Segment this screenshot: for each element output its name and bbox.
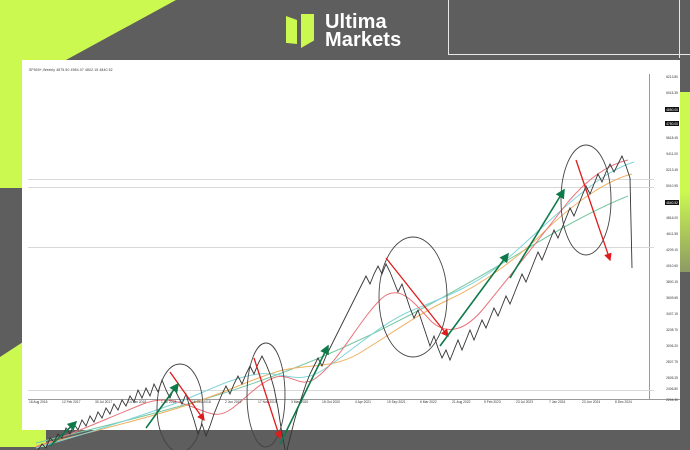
decor-outline	[448, 0, 690, 55]
y-tick: 3609.65	[666, 296, 678, 300]
price-tag[interactable]: 4750.00	[665, 121, 679, 127]
y-tick: 5411.00	[666, 152, 678, 156]
y-tick: 3407.15	[666, 312, 678, 316]
y-tick: 5010.95	[666, 184, 678, 188]
correction-zone-3-icon	[378, 236, 448, 358]
chart-title: SP500+,Weekly 4875.50 4984.07 4802.15 48…	[29, 68, 113, 72]
x-tick: 7 Jan 2024	[549, 400, 566, 404]
x-tick: 3 May 2020	[291, 400, 309, 404]
y-tick: 3208.70	[666, 328, 678, 332]
correction-zone-4-icon	[560, 144, 612, 256]
y-tick: 6213.80	[666, 75, 678, 79]
y-axis: 6213.80 6015.35 4850.00 4750.00 5618.45 …	[650, 74, 680, 406]
y-tick: 4816.00	[666, 216, 678, 220]
y-tick: 2406.80	[666, 387, 678, 391]
y-tick: 5213.45	[666, 168, 678, 172]
brand-name-line2: Markets	[325, 29, 402, 51]
y-tick: 4209.10	[666, 248, 678, 252]
price-tag-current[interactable]: 4840.52	[665, 200, 679, 206]
x-tick: 21 Aug 2022	[452, 400, 471, 404]
x-tick: 4 Apr 2021	[355, 400, 371, 404]
x-tick: 18 Oct 2020	[322, 400, 340, 404]
y-tick: 5618.45	[666, 136, 678, 140]
decor-outline-right	[678, 0, 680, 58]
x-tick: 14 Jan 2018	[128, 400, 147, 404]
y-tick: 3006.20	[666, 344, 678, 348]
x-tick: 30 Jul 2017	[95, 400, 113, 404]
y-tick: 3800.15	[666, 280, 678, 284]
x-tick: 19 Sep 2021	[387, 400, 406, 404]
x-tick: 17 Nov 2019	[258, 400, 277, 404]
x-tick: 6 Mar 2022	[420, 400, 437, 404]
x-tick: 16 Dec 2018	[192, 400, 211, 404]
x-tick: 5 Feb 2023	[484, 400, 501, 404]
y-tick: 6015.35	[666, 91, 678, 95]
y-tick: 2807.75	[666, 360, 678, 364]
x-tick: 16 Aug 2016	[29, 400, 48, 404]
x-tick: 2 Jun 2019	[225, 400, 242, 404]
y-axis-line	[649, 74, 650, 400]
x-axis-line	[28, 399, 680, 400]
x-tick: 23 Jul 2023	[516, 400, 534, 404]
y-tick: 2204.30	[666, 398, 678, 402]
brand-name: Ultima Markets	[325, 11, 402, 51]
correction-zone-1-icon	[156, 363, 204, 450]
chart-plot-area	[28, 78, 648, 450]
x-axis: 16 Aug 2016 12 Feb 2017 30 Jul 2017 14 J…	[22, 400, 680, 416]
x-tick: 12 Feb 2017	[62, 400, 81, 404]
price-tag[interactable]: 4850.00	[665, 107, 679, 113]
brand-logo: Ultima Markets	[286, 11, 402, 51]
y-tick: 2605.25	[666, 376, 678, 380]
y-tick: 4010.60	[666, 264, 678, 268]
chart-card: SP500+,Weekly 4875.50 4984.07 4802.15 48…	[22, 60, 680, 450]
y-tick: 4611.55	[666, 232, 678, 236]
brand-name-line1: Ultima	[325, 11, 387, 33]
x-tick: 1 Jul 2018	[161, 400, 177, 404]
x-tick: 23 Jun 2024	[582, 400, 601, 404]
x-tick: 8 Dec 2024	[615, 400, 632, 404]
ultima-logo-mark-icon	[286, 14, 316, 48]
